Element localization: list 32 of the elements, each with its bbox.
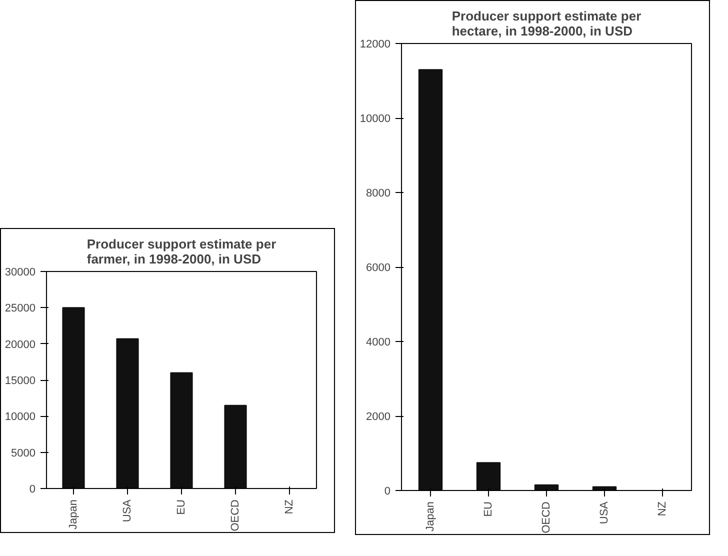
bar: [224, 404, 247, 488]
x-tick-label: EU: [482, 501, 494, 517]
x-tick-label: NZ: [656, 501, 668, 516]
bar: [476, 462, 501, 490]
x-tick-label: NZ: [284, 499, 296, 514]
y-tick-label: 25000: [4, 302, 36, 315]
bar: [116, 338, 139, 488]
bar: [418, 69, 443, 490]
y-tick-label: 10000: [4, 411, 36, 424]
chart-title: Producer support estimate per farmer, in 1998-2000, in USD: [86, 236, 276, 266]
x-tick-label: USA: [122, 498, 134, 522]
x-tick-label: OECD: [540, 501, 552, 534]
chart-title: Producer support estimate per hectare, in 1998-2000, in USD: [452, 8, 642, 38]
y-tick-label: 5000: [11, 447, 36, 460]
bar: [62, 307, 85, 488]
y-tick-label: 0: [384, 486, 391, 498]
x-tick-label: OECD: [230, 499, 242, 532]
bar: [170, 372, 193, 488]
x-tick-label: USA: [598, 500, 610, 524]
x-tick-label: Japan: [424, 501, 436, 532]
y-tick-label: 2000: [366, 411, 391, 423]
y-tick-label: 6000: [366, 262, 391, 274]
y-tick-label: 8000: [366, 188, 391, 200]
y-tick-label: 30000: [4, 266, 36, 278]
y-tick-label: 12000: [360, 38, 391, 50]
x-tick-label: Japan: [68, 499, 80, 530]
y-tick-label: 4000: [366, 336, 391, 348]
x-tick-label: EU: [176, 499, 188, 515]
y-tick-label: 10000: [360, 113, 391, 125]
y-tick-label: 0: [29, 484, 36, 496]
y-tick-label: 20000: [4, 338, 36, 351]
y-tick-label: 15000: [4, 375, 36, 387]
